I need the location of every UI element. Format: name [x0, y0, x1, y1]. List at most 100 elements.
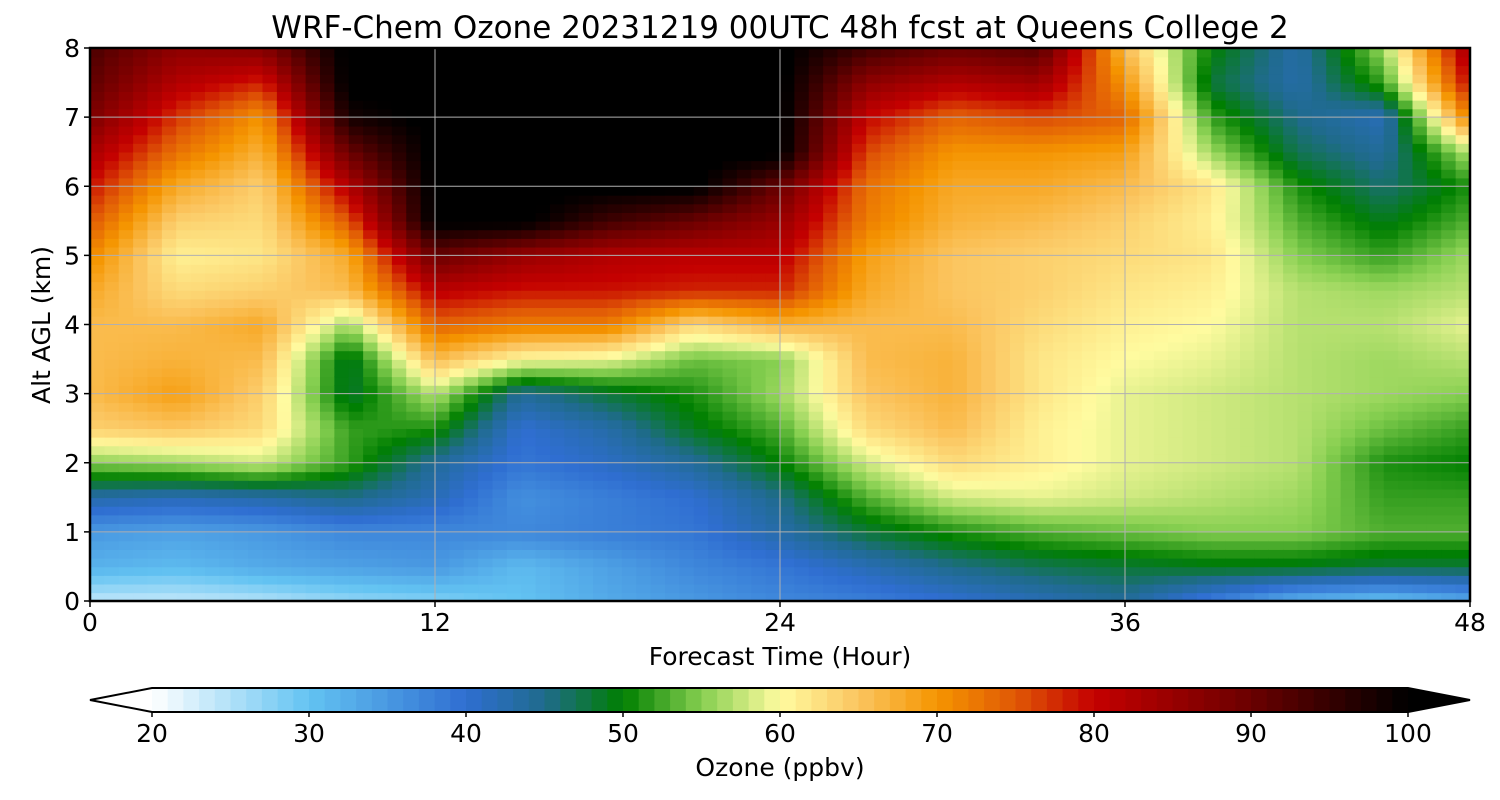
heatmap-cell — [1110, 333, 1126, 343]
heatmap-cell — [593, 272, 609, 283]
heatmap-cell — [621, 462, 638, 473]
heatmap-cell — [1081, 350, 1098, 360]
heatmap-cell — [808, 367, 824, 378]
heatmap-cell — [736, 315, 753, 326]
heatmap-cell — [535, 220, 551, 231]
heatmap-cell — [722, 350, 738, 360]
heatmap-cell — [190, 255, 206, 265]
heatmap-cell — [492, 428, 508, 438]
heatmap-cell — [233, 445, 249, 455]
heatmap-cell — [1153, 194, 1169, 205]
heatmap-cell — [535, 238, 551, 248]
heatmap-cell — [219, 376, 235, 386]
heatmap-cell — [636, 523, 652, 533]
heatmap-cell — [995, 402, 1011, 412]
heatmap-cell — [895, 186, 911, 196]
heatmap-cell — [866, 393, 882, 404]
heatmap-cell — [550, 531, 566, 542]
heatmap-cell — [262, 376, 278, 386]
heatmap-cell — [708, 583, 724, 594]
heatmap-cell — [161, 367, 178, 378]
heatmap-cell — [1067, 134, 1083, 144]
heatmap-cell — [1182, 220, 1198, 231]
heatmap-cell — [1125, 298, 1141, 309]
heatmap-cell — [492, 212, 508, 222]
heatmap-cell — [205, 393, 221, 404]
heatmap-cell — [320, 289, 336, 300]
heatmap-cell — [233, 341, 249, 352]
heatmap-cell — [981, 125, 997, 136]
heatmap-cell — [736, 540, 753, 550]
heatmap-cell — [205, 505, 221, 516]
heatmap-cell — [722, 445, 738, 455]
heatmap-cell — [1182, 402, 1198, 412]
heatmap-cell — [219, 384, 235, 395]
heatmap-cell — [1053, 350, 1069, 360]
heatmap-cell — [391, 238, 408, 248]
heatmap-cell — [478, 229, 494, 239]
heatmap-cell — [938, 575, 954, 585]
heatmap-cell — [391, 65, 408, 75]
heatmap-cell — [621, 203, 638, 213]
heatmap-cell — [851, 212, 868, 222]
heatmap-cell — [880, 143, 896, 153]
heatmap-cell — [794, 298, 810, 309]
heatmap-cell — [276, 523, 293, 533]
heatmap-cell — [276, 488, 293, 499]
heatmap-cell — [794, 203, 810, 213]
heatmap-cell — [621, 393, 638, 404]
heatmap-cell — [406, 454, 422, 464]
heatmap-cell — [104, 592, 120, 601]
heatmap-cell — [176, 125, 192, 136]
heatmap-cell — [176, 341, 192, 352]
heatmap-cell — [952, 160, 968, 170]
heatmap-cell — [736, 367, 753, 378]
heatmap-cell — [348, 82, 364, 92]
heatmap-cell — [823, 324, 839, 334]
heatmap-cell — [708, 194, 724, 205]
heatmap-cell — [981, 428, 997, 438]
heatmap-cell — [665, 125, 681, 136]
heatmap-cell — [938, 229, 954, 239]
heatmap-cell — [118, 246, 134, 257]
heatmap-cell — [334, 307, 350, 317]
heatmap-cell — [291, 99, 307, 110]
heatmap-cell — [262, 108, 278, 118]
heatmap-cell — [435, 91, 451, 101]
heatmap-cell — [1168, 376, 1184, 386]
heatmap-cell — [478, 505, 494, 516]
heatmap-cell — [952, 462, 968, 473]
heatmap-cell — [736, 48, 753, 58]
heatmap-cell — [952, 359, 968, 369]
heatmap-cell — [607, 125, 623, 136]
heatmap-cell — [1168, 125, 1184, 136]
heatmap-cell — [90, 384, 106, 395]
heatmap-cell — [535, 212, 551, 222]
heatmap-cell — [923, 73, 939, 84]
heatmap-cell — [837, 143, 853, 153]
heatmap-cell — [1153, 91, 1169, 101]
heatmap-cell — [104, 307, 120, 317]
heatmap-cell — [995, 168, 1011, 179]
heatmap-cell — [621, 82, 638, 92]
heatmap-cell — [377, 220, 393, 231]
heatmap-cell — [880, 341, 896, 352]
heatmap-cell — [665, 376, 681, 386]
heatmap-cell — [851, 592, 868, 601]
heatmap-cell — [966, 264, 983, 274]
heatmap-cell — [1182, 298, 1198, 309]
heatmap-cell — [693, 65, 709, 75]
heatmap-cell — [837, 592, 853, 601]
heatmap-cell — [363, 549, 379, 559]
heatmap-cell — [909, 505, 925, 516]
heatmap-cell — [794, 264, 810, 274]
heatmap-cell — [435, 436, 451, 447]
heatmap-cell — [1096, 229, 1112, 239]
heatmap-cell — [794, 462, 810, 473]
heatmap-cell — [636, 134, 652, 144]
heatmap-cell — [291, 428, 307, 438]
heatmap-cell — [205, 125, 221, 136]
heatmap-cell — [334, 212, 350, 222]
heatmap-cell — [363, 48, 379, 58]
heatmap-cell — [708, 82, 724, 92]
